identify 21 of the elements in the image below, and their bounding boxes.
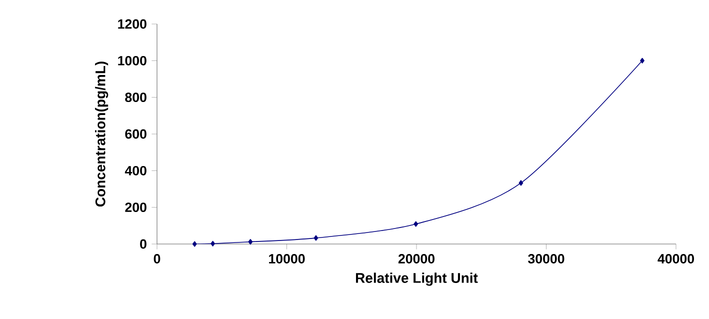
y-tick-label: 600 <box>125 129 146 139</box>
point <box>210 240 215 246</box>
point <box>640 58 644 64</box>
point <box>248 239 253 245</box>
point <box>192 241 197 247</box>
y-tick-label: 1200 <box>118 19 146 29</box>
y-tick-label: 1000 <box>118 56 146 66</box>
x-tick-label: 10000 <box>269 254 305 264</box>
x-tick-label: 20000 <box>398 254 434 264</box>
y-tick-label: 800 <box>125 92 146 102</box>
x-tick-label: 30000 <box>528 254 564 264</box>
y-tick-label: 400 <box>124 166 146 176</box>
point <box>314 235 318 241</box>
x-tick-label: 0 <box>154 254 160 264</box>
x-axis-title: Relative Light Unit <box>356 272 478 286</box>
y-tick-label: 0 <box>140 239 146 249</box>
point <box>518 180 524 186</box>
y-axis-title: Concentration(pg/mL) <box>95 62 108 207</box>
y-tick-label: 200 <box>125 202 146 212</box>
x-tick-label: 40000 <box>658 254 694 264</box>
point <box>414 221 418 227</box>
